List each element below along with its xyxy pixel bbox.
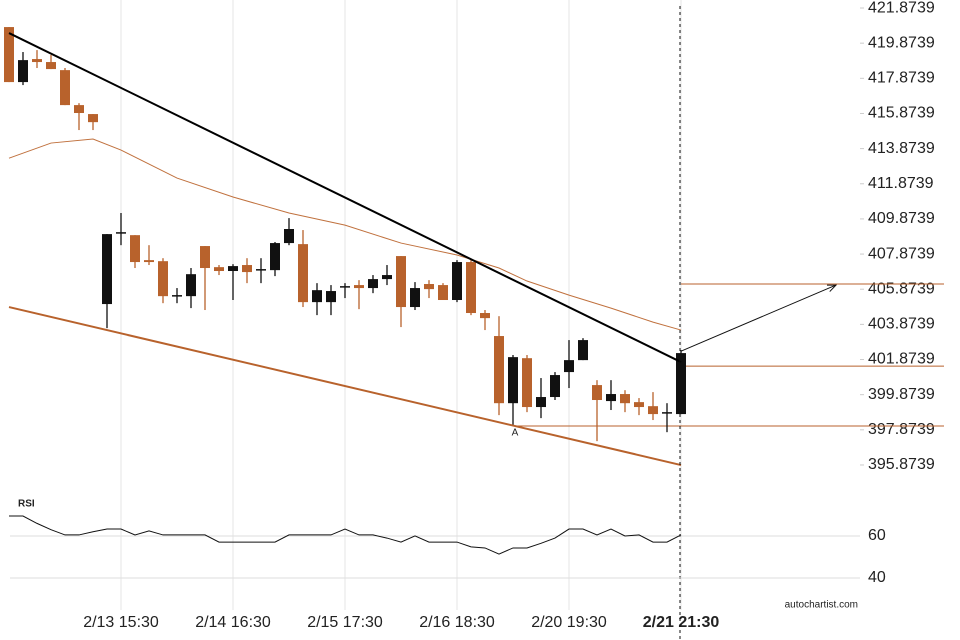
y-tick-label: 417.8739 (868, 70, 935, 87)
y-tick-label: 419.8739 (868, 34, 935, 51)
candle-body (270, 243, 280, 271)
candle-body (536, 397, 546, 408)
candle-body (662, 412, 672, 414)
candle-body (32, 59, 42, 63)
candle-body (298, 244, 308, 303)
arrow-head (826, 284, 838, 292)
candle-body (172, 295, 182, 297)
rsi-tick-label: 40 (868, 569, 886, 586)
moving-average (8, 138, 682, 331)
candle-body (144, 260, 154, 263)
candle-body (18, 60, 28, 83)
candle-body (242, 265, 252, 273)
candle-body (214, 267, 224, 272)
y-tick-label: 415.8739 (868, 105, 935, 122)
candle-body (256, 269, 266, 271)
y-tick-label: 399.8739 (868, 386, 935, 403)
candle-body (438, 285, 448, 301)
y-tick-label: 409.8739 (868, 210, 935, 227)
candle-body (452, 262, 462, 301)
candle-body (130, 235, 140, 263)
x-tick-label: 2/13 15:30 (83, 614, 159, 631)
x-tick-label: 2/20 19:30 (531, 614, 607, 631)
candle-body (354, 285, 364, 289)
candle-body (564, 360, 574, 373)
y-tick-label: 397.8739 (868, 421, 935, 438)
candle-body (606, 394, 616, 402)
y-tick-label: 395.8739 (868, 456, 935, 473)
candle-body (480, 313, 490, 319)
y-tick-label: 413.8739 (868, 140, 935, 157)
candle-body (46, 62, 56, 70)
y-tick-label: 411.8739 (868, 175, 934, 192)
rsi-title: RSI (18, 499, 35, 510)
candle-body (88, 114, 98, 123)
candle-body (312, 290, 322, 303)
y-tick-label: 401.8739 (868, 351, 935, 368)
candle-body (74, 105, 84, 114)
candle-body (508, 357, 518, 404)
source: autochartist.com (785, 600, 858, 611)
y-tick-label: 405.8739 (868, 280, 935, 297)
y-tick-label: 403.8739 (868, 316, 935, 333)
y-tick-label: 421.8739 (868, 0, 935, 16)
candle-body (592, 385, 602, 401)
y-tick-label: 407.8739 (868, 245, 935, 262)
candle-body (4, 27, 14, 83)
x-tick-label: 2/21 21:30 (643, 614, 720, 631)
candle-body (410, 288, 420, 308)
candle-body (368, 279, 378, 289)
rsi-line (9, 515, 682, 555)
candle-body (158, 261, 168, 297)
x-tick-label: 2/16 18:30 (419, 614, 495, 631)
candle-body (494, 336, 504, 404)
candle-body (102, 234, 112, 305)
candle-body (326, 291, 336, 303)
rsi-tick-label: 60 (868, 527, 886, 544)
candle-body (466, 262, 476, 314)
candle-body (228, 266, 238, 272)
candle-body (396, 256, 406, 308)
candle-body (186, 274, 196, 297)
candle-body (634, 402, 644, 408)
candle-body (424, 284, 434, 290)
candle-body (200, 246, 210, 269)
candle-body (116, 232, 126, 234)
candle-body (648, 406, 658, 415)
trendline (8, 306, 682, 467)
candle-body (284, 229, 294, 244)
x-tick-label: 2/14 16:30 (195, 614, 271, 631)
candle-body (550, 375, 560, 398)
candle-body (522, 358, 532, 408)
projection-arrow (680, 284, 837, 352)
candle-body (60, 70, 70, 106)
candle-body (676, 353, 686, 415)
candle-body (578, 340, 588, 361)
candle-body (340, 286, 350, 288)
annotation: A (512, 428, 519, 439)
candle-body (382, 275, 392, 280)
x-tick-label: 2/15 17:30 (307, 614, 383, 631)
trendline (8, 32, 682, 363)
candle-body (620, 394, 630, 404)
